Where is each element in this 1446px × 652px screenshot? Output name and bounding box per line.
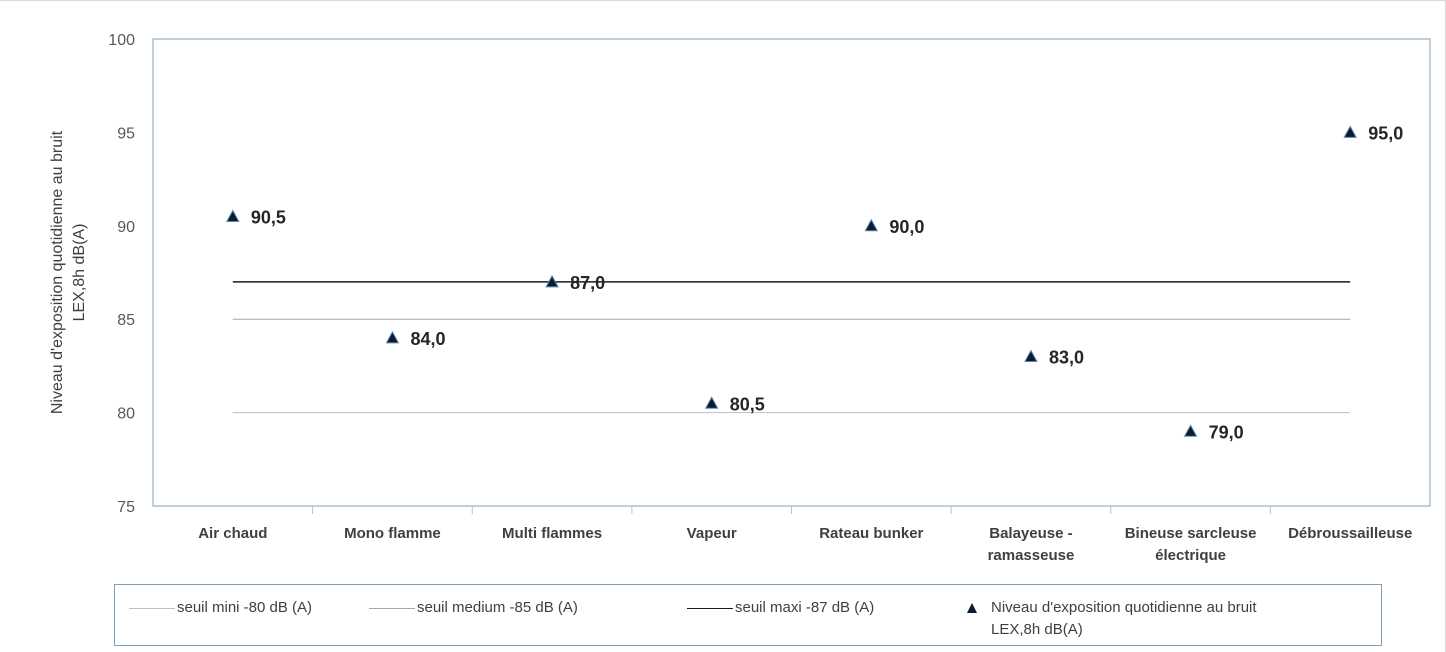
y-axis-label-group: Niveau d'exposition quotidienne au bruit… xyxy=(49,130,88,414)
y-tick-label: 85 xyxy=(117,312,135,329)
legend-label: seuil maxi -87 dB (A) xyxy=(735,599,875,616)
x-category-label: ramasseuse xyxy=(988,547,1075,564)
legend-line-seuil-mini xyxy=(129,608,175,609)
legend-label: Niveau d'exposition quotidienne au bruit… xyxy=(991,599,1257,638)
x-category-label: Bineuse sarcleuse xyxy=(1125,525,1257,542)
data-points: 90,5 84,0 87,0 80,5 90,0 83,0 79,0 95,0 xyxy=(225,123,1403,442)
x-category-label: Balayeuse - xyxy=(989,525,1072,542)
data-label: 79,0 xyxy=(1209,422,1244,442)
data-point-triangle xyxy=(704,396,719,409)
x-category-label: Rateau bunker xyxy=(819,525,923,542)
data-label: 95,0 xyxy=(1368,123,1403,143)
data-point-triangle xyxy=(385,330,400,344)
y-tick-labels: 75 80 85 90 95 100 xyxy=(108,32,135,516)
data-point-triangle xyxy=(1343,125,1358,138)
plot-svg: 75 80 85 90 95 100 Air chaud Mono flamme Multi … xyxy=(49,32,1431,564)
legend-item-seuil-maxi: seuil maxi -87 dB (A) xyxy=(687,597,874,619)
y-axis-label-line: Niveau d'exposition quotidienne au bruit xyxy=(49,130,66,414)
y-tick-label: 90 xyxy=(117,219,135,236)
legend-label: seuil mini -80 dB (A) xyxy=(177,599,313,616)
data-label: 84,0 xyxy=(410,329,445,349)
data-point-triangle xyxy=(225,209,240,222)
x-category-label: Vapeur xyxy=(687,525,737,542)
x-category-label: Air chaud xyxy=(198,525,267,542)
legend-label: seuil medium -85 dB (A) xyxy=(417,599,578,616)
y-axis-label-line: LEX,8h dB(A) xyxy=(71,224,88,322)
y-tick-label: 80 xyxy=(117,406,135,423)
triangle-marker-icon xyxy=(967,603,977,613)
data-point-triangle xyxy=(864,218,879,232)
legend: seuil mini -80 dB (A) seuil medium -85 d… xyxy=(114,584,1382,646)
data-point-triangle xyxy=(1183,424,1198,437)
data-label: 87,0 xyxy=(570,273,605,293)
legend-item-seuil-mini: seuil mini -80 dB (A) xyxy=(129,597,312,619)
data-label: 83,0 xyxy=(1049,348,1084,368)
x-category-label: Mono flamme xyxy=(344,525,441,542)
x-category-label: Multi flammes xyxy=(502,525,602,542)
x-category-label: électrique xyxy=(1155,547,1226,564)
data-label: 90,0 xyxy=(889,217,924,237)
category-labels: Air chaud Mono flamme Multi flammes Vapeur R… xyxy=(198,525,1412,564)
legend-item-seuil-medium: seuil medium -85 dB (A) xyxy=(369,597,578,619)
data-label: 80,5 xyxy=(730,394,765,414)
data-point-triangle xyxy=(1024,349,1038,363)
y-tick-label: 95 xyxy=(117,125,135,142)
axes xyxy=(152,38,1431,514)
data-label: 90,5 xyxy=(251,207,286,227)
y-tick-label: 75 xyxy=(117,499,135,516)
y-axis-label: Niveau d'exposition quotidienne au bruit… xyxy=(49,130,88,414)
threshold-lines xyxy=(232,281,1351,414)
legend-line-seuil-medium xyxy=(369,608,415,609)
x-category-label: Débroussailleuse xyxy=(1288,525,1412,542)
legend-item-niveau: Niveau d'exposition quotidienne au bruit… xyxy=(961,597,1257,641)
legend-line-seuil-maxi xyxy=(687,608,733,609)
y-tick-label: 100 xyxy=(108,32,135,49)
data-point-triangle xyxy=(545,274,559,288)
